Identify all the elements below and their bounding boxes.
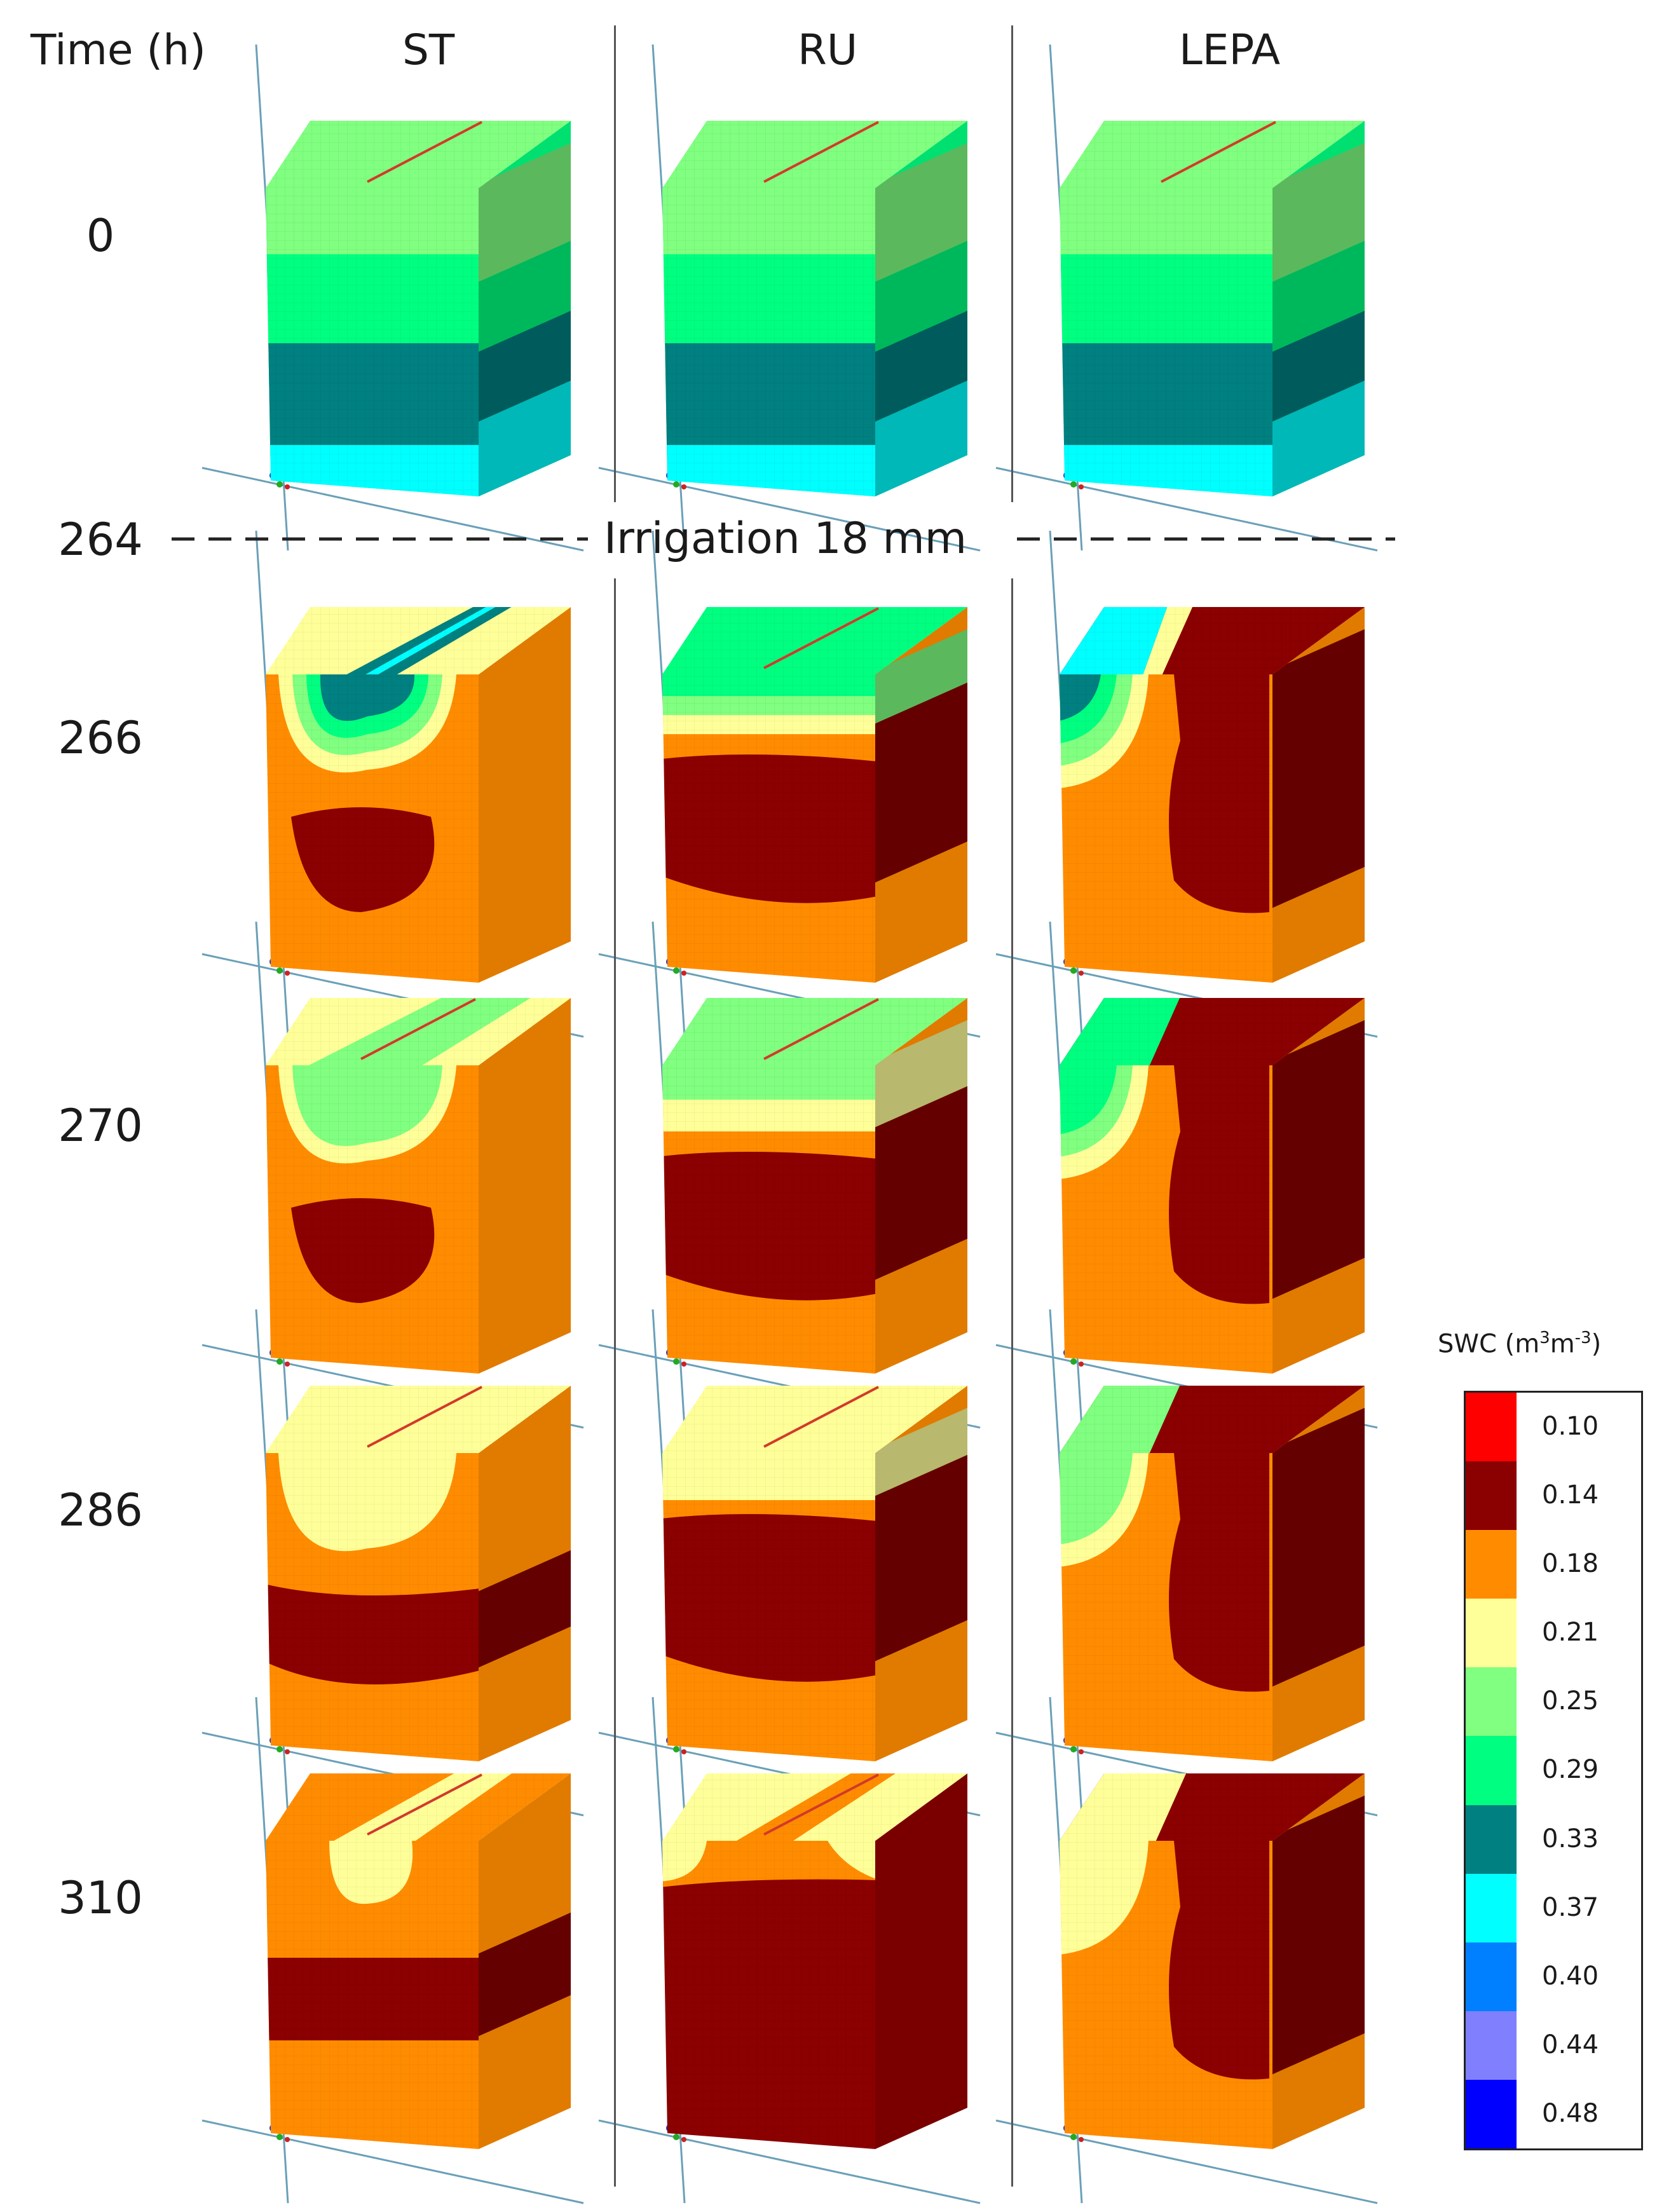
legend-entry: 0.18 xyxy=(1466,1530,1641,1599)
legend-entry: 0.21 xyxy=(1466,1599,1641,1668)
legend-value: 0.14 xyxy=(1542,1480,1599,1510)
legend-value: 0.48 xyxy=(1542,2098,1599,2128)
legend-value: 0.21 xyxy=(1542,1618,1599,1648)
soil-block-lepa-270 xyxy=(1060,998,1365,1374)
column-separator xyxy=(614,25,616,502)
legend-swatch xyxy=(1466,1667,1517,1737)
soil-block-st-0 xyxy=(266,121,571,496)
legend-entry: 0.40 xyxy=(1466,1942,1641,2011)
time-label-270: 270 xyxy=(58,1100,143,1152)
soil-block-st-266 xyxy=(266,607,571,983)
legend-entry: 0.44 xyxy=(1466,2011,1641,2080)
legend-entry: 0.10 xyxy=(1466,1393,1641,1462)
legend-entry: 0.48 xyxy=(1466,2079,1641,2148)
legend-entry: 0.25 xyxy=(1466,1667,1641,1737)
column-separator xyxy=(1011,25,1013,502)
soil-block-ru-0 xyxy=(662,121,967,496)
legend-swatch xyxy=(1466,1393,1517,1462)
legend-value: 0.18 xyxy=(1542,1549,1599,1579)
soil-block-lepa-286 xyxy=(1060,1386,1365,1761)
time-label-310: 310 xyxy=(58,1872,143,1924)
soil-block-st-286 xyxy=(266,1386,571,1761)
time-label-264: 264 xyxy=(58,514,143,566)
legend-value: 0.10 xyxy=(1542,1412,1599,1442)
column-header-st: ST xyxy=(402,25,455,74)
soil-block-ru-286 xyxy=(662,1386,967,1761)
column-header-lepa: LEPA xyxy=(1179,25,1281,74)
soil-block-st-270 xyxy=(266,998,571,1374)
legend-swatch xyxy=(1466,1805,1517,1874)
column-separator xyxy=(614,578,616,2187)
legend-swatch xyxy=(1466,1873,1517,1942)
time-label-0: 0 xyxy=(86,210,115,262)
time-label-286: 286 xyxy=(58,1484,143,1536)
soil-block-st-310 xyxy=(266,1773,571,2149)
legend-entry: 0.33 xyxy=(1466,1805,1641,1874)
legend-entry: 0.37 xyxy=(1466,1873,1641,1942)
column-separator xyxy=(1011,578,1013,2187)
legend-value: 0.40 xyxy=(1542,1961,1599,1991)
legend-swatch xyxy=(1466,1599,1517,1668)
legend-swatch xyxy=(1466,1461,1517,1531)
legend: 0.10 0.14 0.18 0.21 0.25 0.29 0.33 0.37 0.40 0.44… xyxy=(1464,1391,1643,2150)
time-label-266: 266 xyxy=(58,712,143,764)
legend-swatch xyxy=(1466,1530,1517,1599)
legend-swatch xyxy=(1466,2079,1517,2148)
legend-value: 0.44 xyxy=(1542,2030,1599,2059)
time-axis-label: Time (h) xyxy=(31,25,206,74)
soil-block-ru-266 xyxy=(662,607,967,983)
legend-value: 0.37 xyxy=(1542,1892,1599,1922)
column-header-ru: RU xyxy=(798,25,858,74)
legend-title: SWC (m3m-3) xyxy=(1438,1328,1602,1359)
legend-swatch xyxy=(1466,2011,1517,2080)
legend-value: 0.25 xyxy=(1542,1686,1599,1716)
soil-block-ru-310 xyxy=(662,1773,967,2149)
legend-value: 0.29 xyxy=(1542,1755,1599,1785)
soil-block-lepa-266 xyxy=(1060,607,1365,983)
legend-entry: 0.29 xyxy=(1466,1736,1641,1805)
soil-blocks xyxy=(201,44,1378,2204)
irrigation-label: Irrigation 18 mm xyxy=(604,514,967,564)
legend-entry: 0.14 xyxy=(1466,1461,1641,1531)
legend-value: 0.33 xyxy=(1542,1824,1599,1854)
legend-swatch xyxy=(1466,1736,1517,1805)
legend-swatch xyxy=(1466,1942,1517,2011)
soil-block-lepa-310 xyxy=(1060,1773,1365,2149)
soil-block-ru-270 xyxy=(662,998,967,1374)
